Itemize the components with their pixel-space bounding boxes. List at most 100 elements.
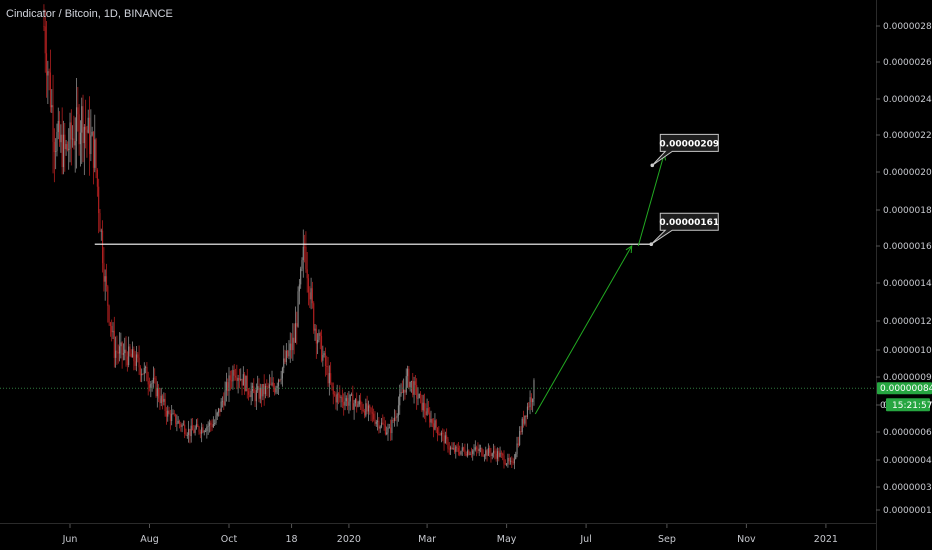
candle-body [499, 452, 501, 457]
candle-body [304, 246, 306, 248]
candle-body [267, 386, 269, 389]
candle-body [404, 389, 406, 393]
candle-body [231, 380, 233, 382]
candle-body [436, 427, 439, 435]
candle-body [388, 427, 390, 429]
candle-body [409, 381, 411, 388]
candle-body [516, 443, 518, 454]
time-tick-label: Aug [140, 534, 159, 545]
candle-body [276, 386, 278, 388]
candle-body [154, 377, 156, 379]
candle-body [323, 353, 325, 356]
candle-body [259, 387, 261, 399]
candle-body [150, 383, 152, 388]
candle-body [465, 453, 467, 456]
resistance-callout[interactable]: 0.00000161 [649, 212, 719, 246]
candle-body [271, 382, 273, 385]
candle-body [55, 151, 57, 152]
price-tick-label: 0.00000120 [883, 317, 932, 327]
candle-body [438, 434, 440, 435]
target-callout[interactable]: 0.00000209 [650, 133, 719, 168]
candle-body [113, 330, 115, 358]
candle-body [182, 424, 184, 426]
time-tick-label: Jul [579, 534, 591, 545]
time-tick-label: Sep [658, 534, 676, 545]
candle-body [521, 418, 523, 433]
candle-body [51, 105, 53, 108]
candle-body [448, 448, 450, 450]
candle-body [417, 398, 419, 399]
candle-body [49, 72, 52, 108]
price-tick-label: 0.00000200 [883, 168, 932, 178]
candle-body [425, 411, 427, 415]
candle-body [236, 377, 238, 381]
candle-body [121, 342, 123, 355]
price-tick-label: 0.00000105 [883, 346, 932, 356]
candle-body [59, 120, 61, 143]
candle-body [117, 352, 119, 354]
candle-body [215, 415, 217, 424]
candle-body [56, 132, 58, 152]
candle-body [280, 378, 282, 380]
candle-body [83, 126, 85, 144]
candle-body [176, 423, 178, 425]
candle-body [75, 107, 78, 142]
chart-title: Cindicator / Bitcoin, 1D, BINANCE [6, 8, 173, 20]
candle-body [456, 446, 458, 448]
candle-body [61, 134, 63, 168]
candle-body [373, 413, 375, 420]
candle-body [289, 343, 291, 351]
candle-body [479, 448, 482, 450]
candle-body [526, 406, 529, 417]
candle-body [270, 384, 272, 386]
time-axis[interactable]: Jun Aug Oct 18 2020 Mar May Jul Sep Nov 2021 [0, 523, 876, 546]
candle-body [406, 368, 409, 377]
candle-body [223, 401, 225, 406]
candle-body [133, 349, 135, 362]
candle-body [161, 395, 164, 402]
candle-body [512, 461, 514, 464]
price-tick-label: 0.00000140 [883, 279, 932, 289]
candle-body [528, 406, 530, 408]
candle-body [403, 389, 405, 393]
candle-body [69, 122, 71, 149]
candle-body [247, 391, 250, 395]
candle-body [309, 292, 311, 300]
candle-body [440, 432, 442, 436]
candle-body [195, 424, 197, 429]
candle-body [374, 419, 376, 424]
candle-body [111, 326, 113, 333]
candle-body [95, 139, 97, 170]
candle-body [43, 26, 45, 27]
candle-body [142, 373, 144, 375]
candle-body [277, 379, 280, 387]
candle-body [118, 346, 121, 354]
candle-body [135, 354, 138, 366]
candle-body [165, 410, 167, 417]
candle-body [307, 278, 310, 293]
candle-body [353, 403, 355, 410]
candle-body [451, 447, 453, 450]
candle-body [146, 366, 148, 381]
price-axis[interactable]: 0.00000280 0.00000260 0.00000240 0.00000220… [876, 0, 932, 550]
candle-body [331, 382, 333, 387]
candle-body [262, 383, 264, 397]
candle-body [444, 435, 446, 444]
candle-body [294, 323, 297, 343]
candle-body [446, 435, 448, 439]
candle-body [57, 120, 59, 133]
candle-body [207, 425, 209, 427]
candle-body [310, 288, 312, 300]
candle-body [201, 427, 203, 434]
candle-body [148, 384, 151, 388]
candle-body [237, 378, 239, 381]
candle-body [274, 387, 276, 393]
candle-body [349, 394, 351, 402]
candle-body [216, 412, 218, 416]
candle-body [167, 410, 169, 417]
candle-body [96, 169, 98, 187]
candle-body [155, 378, 157, 397]
projection-arrow-head [625, 245, 633, 254]
resistance-callout-box [650, 212, 719, 245]
